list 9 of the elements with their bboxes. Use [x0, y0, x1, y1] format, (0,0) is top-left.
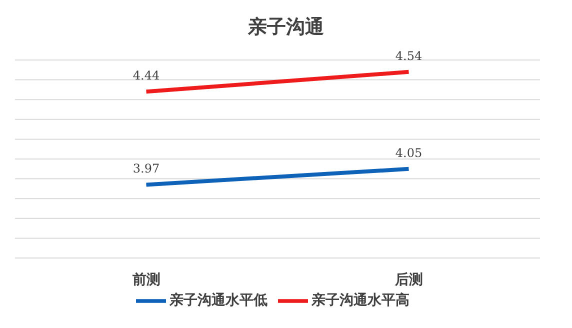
legend-label: 亲子沟通水平高 [312, 292, 410, 309]
x-tick-label: 前测 [131, 272, 160, 288]
chart-title: 亲子沟通 [246, 15, 325, 40]
legend-label: 亲子沟通水平低 [170, 292, 268, 309]
data-label: 4.54 [395, 48, 422, 63]
data-label: 4.44 [132, 68, 160, 83]
data-label: 3.97 [132, 162, 160, 176]
data-label: 4.05 [395, 146, 422, 160]
x-tick-label: 后测 [394, 270, 423, 288]
